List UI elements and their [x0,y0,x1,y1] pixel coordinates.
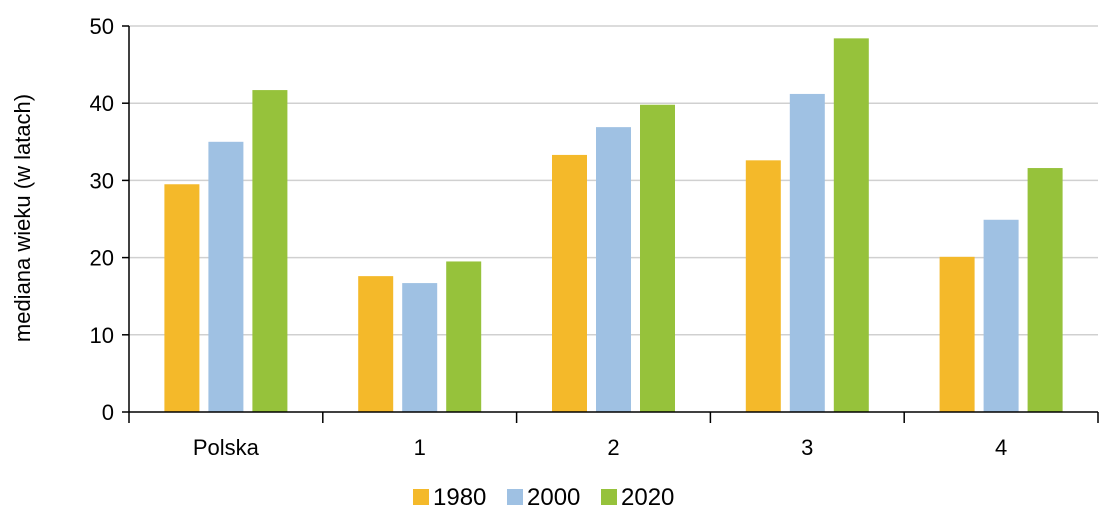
bar-1980-4 [939,256,975,412]
bar-2000-4 [983,219,1019,412]
legend-label-2000: 2000 [527,484,580,511]
bar-1980-1 [358,276,394,412]
bar-2000-Polska [208,141,244,413]
bar-2020-4 [1027,168,1063,412]
bar-1980-Polska [164,184,200,412]
x-tick-label: 3 [801,435,813,460]
x-tick-label: 2 [607,435,619,460]
y-tick-label: 40 [90,91,114,116]
bar-2020-2 [640,104,675,412]
legend-label-2020: 2020 [621,484,674,511]
bar-2020-3 [833,38,869,413]
x-tick-label: 1 [414,435,426,460]
bar-2000-1 [402,283,438,412]
bar-1980-2 [552,154,587,412]
legend: 1980 2000 2020 [413,484,674,511]
x-tick-label: 4 [995,435,1007,460]
y-tick-label: 50 [90,14,114,39]
legend-swatch-1980 [413,489,429,505]
bar-2000-2 [596,127,631,412]
bar-2020-Polska [252,90,288,413]
legend-swatch-2020 [601,489,617,505]
legend-label-1980: 1980 [433,484,486,511]
legend-swatch-2000 [507,489,523,505]
bars [164,38,1063,413]
y-tick-labels: 0 10 20 30 40 50 [90,14,114,425]
bar-2000-3 [789,93,825,412]
y-axis-title: mediana wieku (w latach) [10,94,35,342]
axes [122,25,1099,423]
y-tick-label: 30 [90,168,114,193]
bar-2020-1 [446,261,482,412]
bar-1980-3 [745,160,781,412]
y-tick-label: 20 [90,246,114,271]
x-tick-labels: Polska 1 2 3 4 [193,435,1007,460]
y-tick-label: 10 [90,323,114,348]
x-tick-label: Polska [193,435,260,460]
y-tick-label: 0 [102,400,114,425]
